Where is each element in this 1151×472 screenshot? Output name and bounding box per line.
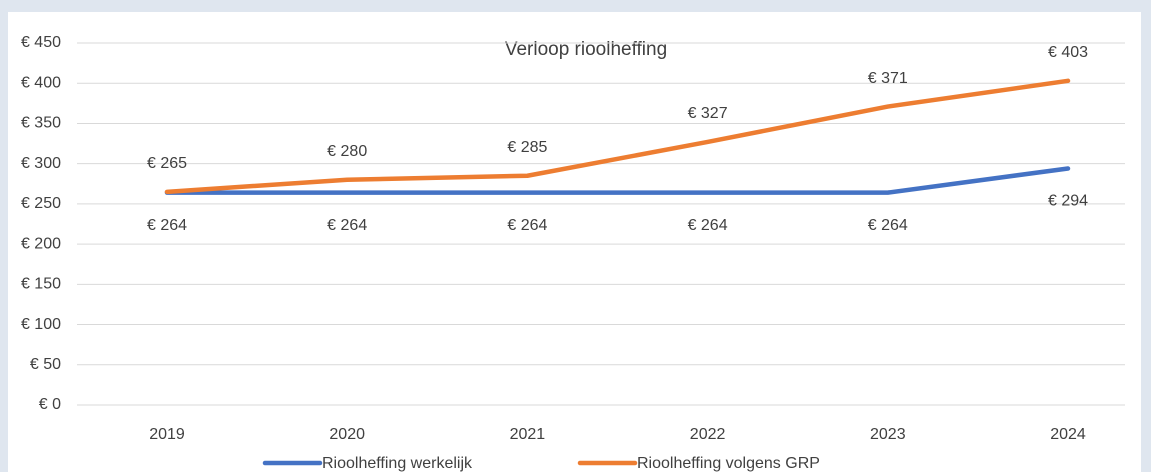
y-tick-label: € 150 xyxy=(21,276,61,293)
data-label: € 403 xyxy=(1048,44,1088,61)
x-tick-label: 2024 xyxy=(1050,426,1086,443)
data-label: € 264 xyxy=(327,217,367,234)
y-tick-label: € 200 xyxy=(21,235,61,252)
y-tick-label: € 50 xyxy=(30,356,61,373)
line xyxy=(164,78,1071,195)
x-tick-label: 2023 xyxy=(870,426,906,443)
data-label: € 371 xyxy=(868,70,908,87)
chart-title: Verloop rioolheffing xyxy=(505,39,667,60)
data-label: € 264 xyxy=(868,217,908,234)
data-label: € 264 xyxy=(507,217,547,234)
legend-label: Rioolheffing werkelijk xyxy=(322,455,473,472)
line xyxy=(164,166,1071,195)
data-label: € 265 xyxy=(147,155,187,172)
y-tick-label: € 100 xyxy=(21,316,61,333)
y-tick-label: € 250 xyxy=(21,195,61,212)
x-tick-label: 2020 xyxy=(329,426,365,443)
data-label: € 294 xyxy=(1048,193,1088,210)
data-label: € 327 xyxy=(688,105,728,122)
x-tick-label: 2021 xyxy=(510,426,546,443)
data-label: € 280 xyxy=(327,143,367,160)
legend-label: Rioolheffing volgens GRP xyxy=(637,455,820,472)
data-label: € 264 xyxy=(147,217,187,234)
y-tick-label: € 450 xyxy=(21,34,61,51)
y-tick-label: € 350 xyxy=(21,115,61,132)
x-tick-label: 2019 xyxy=(149,426,185,443)
chart-area xyxy=(8,12,1141,472)
data-label: € 285 xyxy=(507,139,547,156)
data-label: € 264 xyxy=(688,217,728,234)
y-tick-label: € 400 xyxy=(21,74,61,91)
x-tick-label: 2022 xyxy=(690,426,726,443)
y-tick-label: € 300 xyxy=(21,155,61,172)
y-tick-label: € 0 xyxy=(39,396,61,413)
